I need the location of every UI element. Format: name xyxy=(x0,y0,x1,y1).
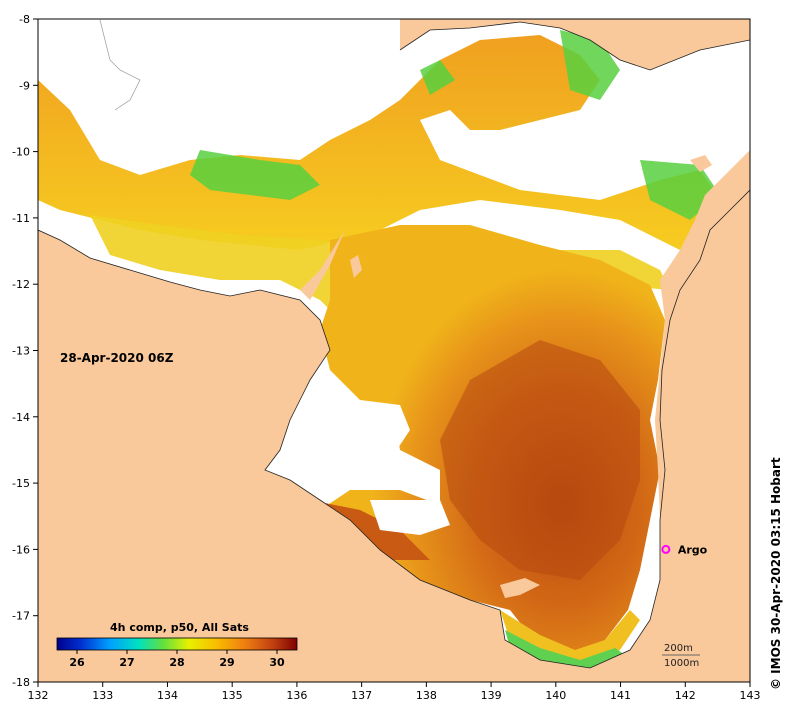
x-tick-label: 139 xyxy=(481,689,502,702)
x-tick-label: 141 xyxy=(610,689,631,702)
x-tick-label: 143 xyxy=(740,689,761,702)
y-tick-label: -18 xyxy=(12,676,30,689)
coastline xyxy=(38,189,750,669)
x-tick-label: 136 xyxy=(286,689,307,702)
y-tick-label: -16 xyxy=(12,543,30,556)
y-tick-label: -15 xyxy=(12,477,30,490)
x-axis: 132 133 134 135 136 137 138 139 140 141 142 143 xyxy=(28,682,761,702)
sst-gulf-core xyxy=(440,340,640,580)
sst-green-patches xyxy=(190,30,720,220)
date-label: 28-Apr-2020 06Z xyxy=(60,351,174,365)
scale-200m: 200m xyxy=(664,643,693,654)
colorbar-ticks: 26 27 28 29 30 xyxy=(69,650,285,669)
x-tick-label: 138 xyxy=(416,689,437,702)
x-tick-label: 135 xyxy=(222,689,243,702)
y-tick-label: -14 xyxy=(12,411,30,424)
colorbar xyxy=(56,637,298,651)
y-tick-label: -13 xyxy=(12,345,30,358)
x-tick-label: 142 xyxy=(675,689,696,702)
land-groote-eylandt xyxy=(300,230,362,300)
land-cape-york xyxy=(655,150,750,682)
x-tick-label: 132 xyxy=(28,689,49,702)
land-northern-territory xyxy=(38,190,750,682)
colorbar-tick-label: 27 xyxy=(119,656,134,669)
argo-marker xyxy=(661,544,671,554)
y-tick-label: -9 xyxy=(19,79,30,92)
coastline-north xyxy=(399,21,750,71)
x-tick-label: 137 xyxy=(351,689,372,702)
colorbar-tick-label: 26 xyxy=(69,656,85,669)
colorbar-tick-label: 29 xyxy=(219,656,234,669)
land-mornington xyxy=(500,578,540,598)
colorbar-tick-label: 28 xyxy=(169,656,184,669)
y-tick-label: -17 xyxy=(12,610,30,623)
scale-1000m: 1000m xyxy=(664,658,699,669)
argo-label: Argo xyxy=(678,543,708,556)
x-tick-label: 134 xyxy=(157,689,178,702)
y-axis: -8 -9 -10 -11 -12 -13 -14 -15 -16 -17 -18 xyxy=(12,13,38,689)
y-tick-label: -8 xyxy=(19,13,30,26)
imos-credit: © IMOS 30-Apr-2020 03:15 Hobart xyxy=(769,457,783,690)
colorbar-tick-label: 30 xyxy=(269,656,285,669)
y-tick-label: -10 xyxy=(12,146,30,159)
land-torres-strait xyxy=(690,155,745,205)
colorbar-title: 4h comp, p50, All Sats xyxy=(110,621,249,634)
x-tick-label: 140 xyxy=(545,689,566,702)
x-tick-label: 133 xyxy=(92,689,113,702)
no-data-holes xyxy=(320,400,450,535)
y-tick-label: -11 xyxy=(12,212,30,225)
sst-north-patches xyxy=(38,35,720,250)
reef-outline xyxy=(99,19,141,111)
y-tick-label: -12 xyxy=(12,278,30,291)
land-new-guinea xyxy=(400,19,750,70)
